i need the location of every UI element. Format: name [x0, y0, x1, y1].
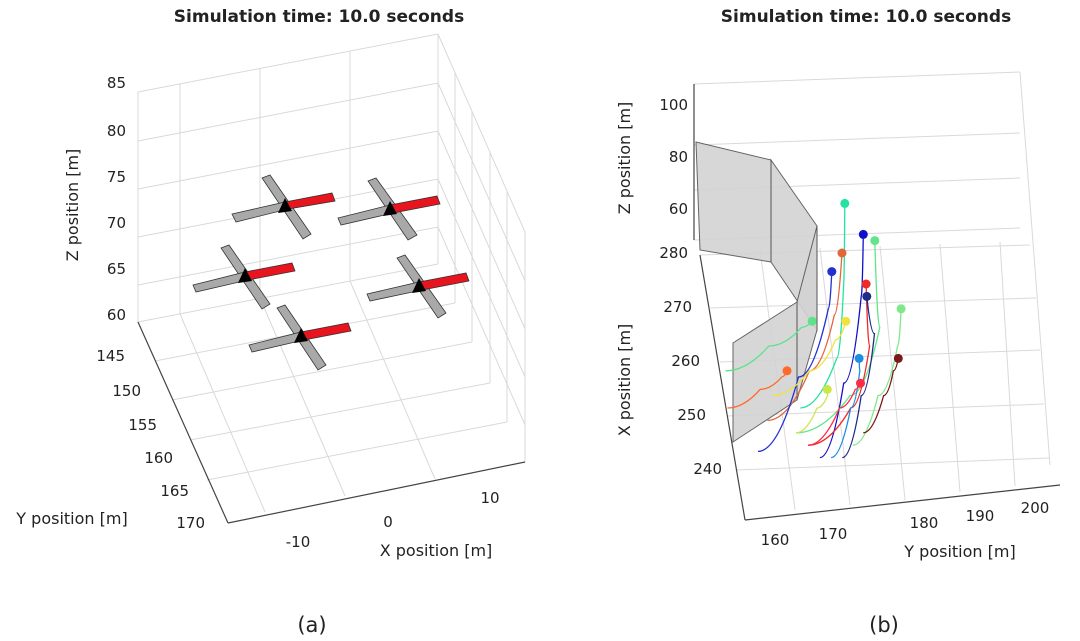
z-tick-label: 75: [107, 168, 126, 186]
y-tick-label: 165: [160, 482, 189, 500]
panel-b-y-ticks: 160 170 180 190 200: [761, 499, 1050, 549]
x-tick-label: -10: [286, 533, 311, 551]
panel-b-title: Simulation time: 10.0 seconds: [721, 7, 1011, 27]
drone-marker: [861, 279, 871, 289]
trajectory-line: [852, 308, 902, 446]
x-tick-label: 270: [663, 298, 692, 316]
trajectory-line: [796, 389, 829, 434]
panel-a-caption: (a): [297, 613, 326, 637]
y-tick-label: 200: [1021, 499, 1050, 517]
panel-b-caption: (b): [869, 613, 899, 637]
drone-marker: [862, 291, 872, 301]
x-tick-label: 250: [677, 406, 706, 424]
panel-b-z-ticks: 100 80 60: [659, 96, 688, 218]
drone-marker: [896, 304, 906, 314]
panel-b-x-ticks: 280 270 260 250 240: [659, 244, 722, 478]
panel-b-x-axis: [699, 254, 746, 521]
x-tick-label: 0: [383, 513, 393, 531]
panel-a-z-label: Z position [m]: [63, 149, 82, 262]
trajectory-line: [807, 382, 862, 446]
panel-b-grid: [693, 71, 1051, 511]
drone-marker: [854, 353, 864, 363]
z-tick-label: 80: [107, 122, 126, 140]
panel-a-grid: [137, 33, 526, 513]
drone-marker: [822, 384, 832, 394]
trajectory-line: [725, 320, 813, 372]
panel-a-x-label: X position [m]: [380, 541, 493, 560]
y-tick-label: 170: [176, 514, 205, 532]
quadcopter: [192, 244, 296, 310]
drone-marker: [858, 229, 868, 239]
y-tick-label: 150: [112, 382, 141, 400]
x-tick-label: 240: [693, 460, 722, 478]
x-tick-label: 260: [671, 352, 700, 370]
y-tick-label: 160: [144, 449, 173, 467]
y-tick-label: 170: [819, 525, 848, 543]
trajectory-line: [830, 358, 861, 459]
drone-marker: [870, 236, 880, 246]
trajectory-line: [842, 296, 876, 459]
y-tick-label: 180: [910, 514, 939, 532]
panel-b: Simulation time: 10.0 seconds: [615, 7, 1061, 637]
y-tick-label: 155: [128, 416, 157, 434]
drone-marker: [807, 316, 817, 326]
drone-marker: [782, 366, 792, 376]
panel-a-y-axis: [137, 321, 229, 524]
y-tick-label: 160: [761, 531, 790, 549]
panel-b-y-label: Y position [m]: [903, 542, 1015, 561]
panel-a-title: Simulation time: 10.0 seconds: [174, 7, 464, 27]
panel-a-x-axis: [227, 461, 526, 524]
quadcopter: [231, 174, 336, 240]
drone-marker: [893, 353, 903, 363]
panel-a-z-ticks: 85 80 75 70 65 60: [107, 74, 126, 324]
z-tick-label: 65: [107, 260, 126, 278]
trajectory-line: [796, 240, 881, 434]
z-tick-label: 60: [669, 200, 688, 218]
drone-marker: [841, 316, 851, 326]
quadcopter: [248, 304, 352, 371]
quadcopter: [337, 177, 441, 241]
trajectory-line: [757, 271, 833, 453]
x-tick-label: 10: [480, 489, 499, 507]
panel-a-y-label: Y position [m]: [15, 509, 127, 528]
z-tick-label: 80: [669, 148, 688, 166]
trajectory-line: [863, 358, 899, 434]
panel-a-x-ticks: -10 0 10: [286, 489, 500, 551]
y-tick-label: 190: [966, 507, 995, 525]
trajectory-layer: [725, 198, 906, 459]
obstacle-wall: [695, 141, 818, 443]
panel-a-y-ticks: 145 150 155 160 165 170: [96, 347, 205, 532]
drone-marker: [840, 198, 850, 208]
y-tick-label: 145: [96, 347, 125, 365]
drone-marker: [827, 267, 837, 277]
trajectory-line: [807, 283, 871, 446]
x-tick-label: 280: [659, 244, 688, 262]
z-tick-label: 100: [659, 96, 688, 114]
panel-b-z-label: Z position [m]: [615, 102, 634, 215]
panel-b-x-label: X position [m]: [615, 324, 634, 437]
trajectory-line: [727, 370, 788, 409]
panel-b-y-axis: [744, 484, 1061, 521]
drone-marker: [837, 248, 847, 258]
trajectory-line: [771, 321, 847, 397]
z-tick-label: 60: [107, 306, 126, 324]
z-tick-label: 85: [107, 74, 126, 92]
drone-marker: [856, 378, 865, 388]
trajectory-line: [800, 203, 846, 409]
quadcopter: [366, 254, 470, 319]
panel-a: Simulation time: 10.0 seconds: [15, 7, 526, 637]
z-tick-label: 70: [107, 214, 126, 232]
